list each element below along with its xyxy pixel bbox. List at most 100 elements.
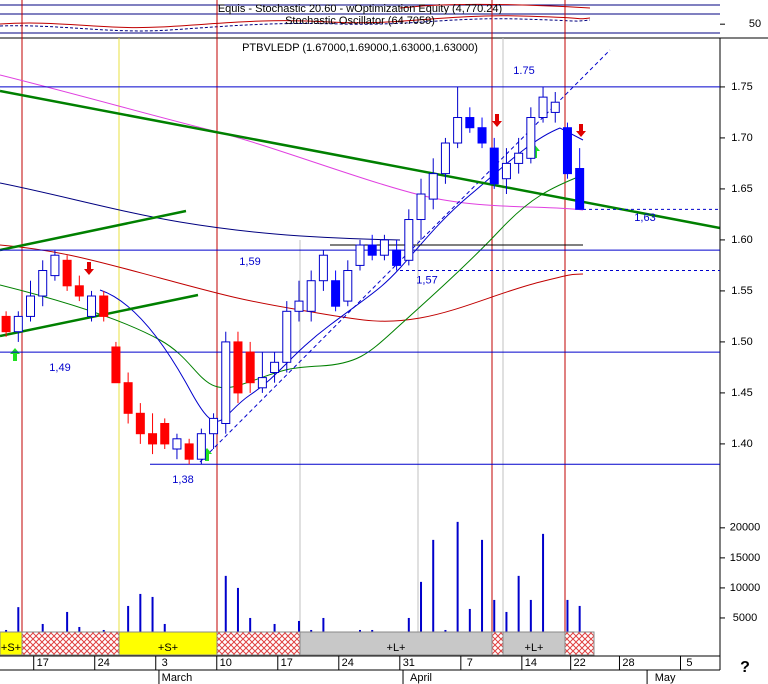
candle-body xyxy=(379,239,389,256)
signal-label: +S+ xyxy=(158,642,178,654)
indicator-title: Equis - Stochastic 20.60 - wOptimization… xyxy=(218,3,502,15)
candle-body xyxy=(221,341,231,425)
candle-body xyxy=(172,438,182,450)
y-tick-label: 1.55 xyxy=(731,285,752,297)
candle-body xyxy=(501,162,511,180)
y-tick-label: 1.70 xyxy=(731,132,752,144)
signal-lines xyxy=(21,0,566,632)
candle-body xyxy=(428,173,438,200)
candle-body xyxy=(318,254,328,282)
x-tick-label: 17 xyxy=(281,657,293,669)
candle-body xyxy=(74,285,84,297)
y-tick-label: 1.45 xyxy=(731,387,752,399)
y-tick-label: 10000 xyxy=(730,582,761,594)
signal-segment xyxy=(564,631,595,656)
candle-body xyxy=(123,382,133,414)
candle-body xyxy=(196,433,206,460)
y-tick-label: 1.40 xyxy=(731,438,752,450)
x-tick-label: 24 xyxy=(342,657,354,669)
signal-segment xyxy=(21,631,120,656)
signal-label: +L+ xyxy=(387,642,406,654)
y-tick-label: 20000 xyxy=(730,522,761,534)
signal-segment xyxy=(216,631,301,656)
candle-body xyxy=(282,310,292,363)
x-tick-label: 7 xyxy=(467,657,473,669)
candle-body xyxy=(575,168,585,210)
price-level-label: 1,59 xyxy=(239,256,260,268)
x-tick-label: 10 xyxy=(220,657,232,669)
candle-body xyxy=(87,295,97,317)
candle-body xyxy=(26,295,36,317)
candle-body xyxy=(550,101,560,113)
candle-body xyxy=(526,117,536,159)
candle-body xyxy=(514,152,524,164)
x-tick-label: 5 xyxy=(686,657,692,669)
candle-body xyxy=(160,423,170,445)
candle-body xyxy=(331,280,341,307)
candle-body xyxy=(392,249,402,266)
price-level-label: 1.75 xyxy=(513,65,534,77)
candle-body xyxy=(99,295,109,317)
y-tick-label: 1.50 xyxy=(731,336,752,348)
candle-body xyxy=(209,417,219,435)
candle-body xyxy=(416,193,426,221)
candle-body xyxy=(50,254,60,277)
y-tick-label: 1.75 xyxy=(731,81,752,93)
signal-segment xyxy=(491,631,504,656)
candle-body xyxy=(257,377,267,389)
y-tick-label: 5000 xyxy=(733,612,757,624)
x-tick-label: 28 xyxy=(622,657,634,669)
candle-body xyxy=(355,244,365,266)
candle-body xyxy=(245,351,255,384)
month-label: May xyxy=(655,672,676,684)
candle-body xyxy=(13,315,23,333)
candle-body xyxy=(111,346,121,384)
help-icon[interactable]: ? xyxy=(740,659,750,676)
price-level-label: 1,38 xyxy=(172,474,193,486)
candle-body xyxy=(148,433,158,445)
price-level-label: 1,63 xyxy=(634,212,655,224)
candle-body xyxy=(489,147,499,185)
x-tick-label: 3 xyxy=(162,657,168,669)
candle-body xyxy=(343,270,353,302)
x-tick-label: 22 xyxy=(574,657,586,669)
candle-body xyxy=(233,341,243,394)
signal-label: +S+ xyxy=(1,642,21,654)
x-tick-label: 14 xyxy=(525,657,537,669)
indicator-lines xyxy=(0,49,720,463)
candle-body xyxy=(135,412,145,435)
x-tick-label: 24 xyxy=(98,657,110,669)
candle-body xyxy=(270,361,280,374)
candle-body xyxy=(440,142,450,175)
y-tick-label: 1.65 xyxy=(731,183,752,195)
candle-body xyxy=(38,270,48,297)
candle-body xyxy=(465,117,475,129)
candle-body xyxy=(404,219,414,261)
y-tick-label: 15000 xyxy=(730,552,761,564)
signal-label: +L+ xyxy=(525,642,544,654)
x-tick-label: 31 xyxy=(403,657,415,669)
candle-body xyxy=(294,300,304,312)
candle-body xyxy=(62,259,72,287)
x-tick-label: 17 xyxy=(37,657,49,669)
indicator-panel xyxy=(0,3,768,39)
candle-body xyxy=(562,127,572,175)
y-tick-label: 50 xyxy=(749,18,761,30)
chart-title: PTBVLEDP (1.67000,1.69000,1.63000,1.6300… xyxy=(242,42,478,54)
candle-body xyxy=(1,315,11,333)
candle-body xyxy=(306,280,316,312)
candle-body xyxy=(184,443,194,460)
candle-body xyxy=(453,117,463,144)
price-level-label: 1,49 xyxy=(49,362,70,374)
candle-body xyxy=(538,96,548,119)
candle-body xyxy=(477,127,487,144)
price-level-label: 1,57 xyxy=(416,274,437,286)
indicator-title: Stochastic Oscillator (64.7059) xyxy=(285,15,435,27)
month-label: April xyxy=(410,672,432,684)
month-label: March xyxy=(162,672,193,684)
candle-body xyxy=(367,244,377,256)
y-tick-label: 1.60 xyxy=(731,234,752,246)
